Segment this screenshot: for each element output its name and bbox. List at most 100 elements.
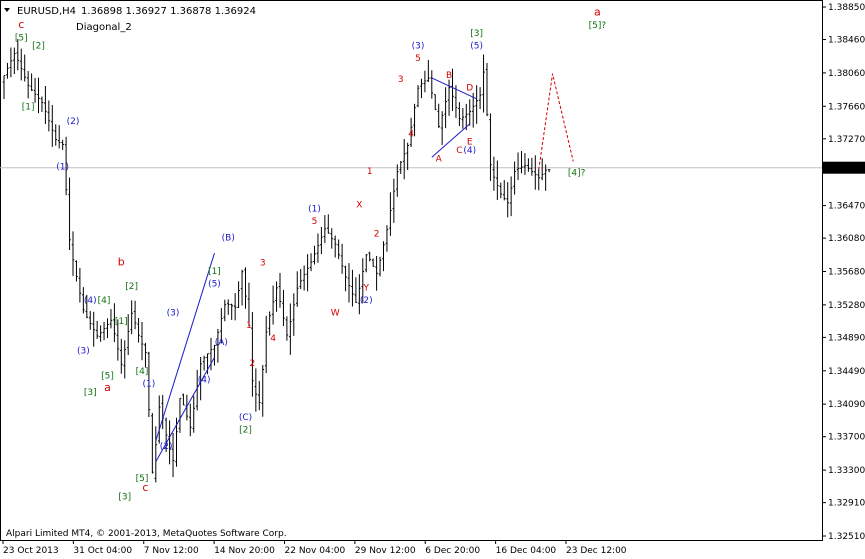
candle	[299, 269, 302, 290]
candle	[47, 100, 51, 132]
candle	[85, 294, 89, 319]
current-price-tag	[823, 161, 865, 174]
wave-label: B	[446, 71, 452, 81]
candle	[137, 317, 140, 343]
wave-label: [3]	[470, 29, 483, 39]
candle	[502, 180, 506, 201]
candle	[251, 312, 254, 397]
candle	[537, 168, 541, 191]
candle	[534, 155, 537, 190]
candle	[268, 311, 271, 336]
time-tick-label: 23 Oct 2013	[3, 546, 59, 556]
candle	[178, 397, 182, 433]
wave-label: 4	[408, 129, 414, 139]
candle	[57, 125, 61, 149]
candle	[496, 160, 499, 201]
candle	[368, 251, 371, 262]
candle	[37, 77, 40, 114]
candle	[409, 117, 413, 147]
candle	[233, 293, 237, 321]
candle	[371, 258, 375, 267]
price-tick-label: 1.34490	[828, 367, 865, 377]
candle	[437, 103, 440, 128]
candle	[506, 182, 509, 218]
trendline	[431, 123, 471, 158]
wave-label: [4]	[136, 367, 149, 377]
wave-label: [1]	[115, 317, 128, 327]
trendlines-group	[155, 73, 574, 462]
wave-label: 4	[270, 334, 276, 344]
wave-label: [1]	[22, 103, 35, 113]
price-tick-label: 1.37660	[828, 102, 865, 112]
candle	[416, 85, 420, 108]
candle	[209, 337, 213, 371]
price-tick-label: 1.36080	[828, 234, 865, 244]
candle	[247, 282, 251, 326]
candle	[413, 103, 416, 137]
candle	[378, 256, 382, 277]
candle	[354, 277, 358, 303]
wave-label: 5	[312, 217, 318, 227]
candle	[275, 281, 278, 312]
wave-label: (2)	[67, 117, 80, 127]
candle	[358, 274, 361, 315]
candle	[109, 309, 113, 329]
wave-label: A	[436, 154, 443, 164]
candle	[75, 260, 78, 282]
price-tick-label: 1.35280	[828, 301, 865, 311]
candle	[44, 86, 47, 125]
wave-label: 2	[374, 229, 380, 239]
wave-label: C	[456, 146, 462, 156]
wave-label: 1	[246, 321, 252, 331]
candle	[323, 215, 327, 244]
price-tick-label: 1.33700	[828, 433, 865, 443]
time-tick-label: 16 Dec 04:00	[496, 546, 557, 556]
candle	[88, 311, 92, 330]
wave-label: [2]	[32, 42, 45, 52]
trendline	[431, 77, 477, 100]
candle	[289, 303, 292, 355]
candle	[154, 426, 158, 483]
copyright-footer: Alpari Limited MT4, © 2001-2013, MetaQuo…	[6, 529, 287, 539]
candle	[475, 85, 478, 124]
candle	[527, 158, 530, 172]
wave-label: 5	[415, 54, 421, 64]
candle	[285, 316, 289, 341]
candle	[423, 70, 427, 93]
candle	[306, 254, 309, 292]
candle	[261, 364, 265, 417]
price-tick-label: 1.38060	[828, 69, 865, 79]
candle	[540, 158, 544, 181]
time-tick-label: 7 Nov 12:00	[144, 546, 199, 556]
wave-label: (3)	[412, 42, 425, 52]
candle	[427, 59, 430, 83]
candle	[440, 111, 444, 145]
candle	[130, 300, 133, 335]
wave-label: (3)	[167, 309, 180, 319]
candle	[30, 73, 33, 92]
candle	[16, 39, 20, 71]
indicator-name: Diagonal_2	[76, 22, 132, 33]
candle	[451, 68, 454, 111]
wave-label: (1)	[56, 163, 69, 173]
candle	[295, 271, 299, 307]
candle	[516, 152, 520, 181]
candle	[2, 75, 6, 99]
time-axis: 23 Oct 2013 31 Oct 04:00 7 Nov 12:00 14 Nov…	[2, 540, 627, 556]
wave-label: Y	[363, 284, 370, 294]
candle	[51, 104, 54, 147]
candle	[520, 151, 523, 174]
candle	[78, 267, 82, 303]
candle	[226, 299, 230, 315]
candle	[485, 63, 489, 117]
wave-label: (1)	[308, 204, 321, 214]
candle	[254, 368, 258, 412]
candle	[271, 285, 275, 325]
plot-area	[0, 0, 823, 541]
candle	[523, 153, 527, 175]
candle	[189, 403, 192, 437]
candle	[13, 47, 16, 74]
wave-label: a	[594, 5, 601, 18]
collapse-arrow-icon[interactable]	[4, 8, 10, 12]
